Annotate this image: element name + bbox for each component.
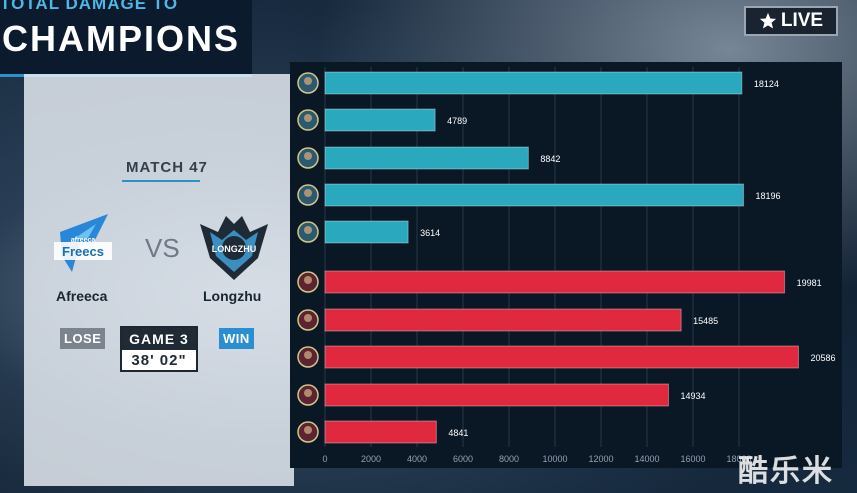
x-tick-label: 14000 <box>634 454 659 464</box>
chart-champion-icons <box>297 72 319 443</box>
title-banner: TOTAL DAMAGE TO CHAMPIONS <box>0 0 252 77</box>
champion-portrait-icon <box>297 346 319 368</box>
star-icon <box>759 12 776 29</box>
bar <box>324 308 682 332</box>
damage-bar-chart: 18124 4789 8842 18196 3614 19981 15485 20586 149… <box>290 62 842 468</box>
x-tick-label: 0 <box>322 454 327 464</box>
team-name-longzhu: Longzhu <box>203 288 262 304</box>
game-label: GAME 3 <box>122 328 196 350</box>
bar <box>324 420 437 444</box>
x-tick-label: 18000 <box>726 454 751 464</box>
chart-grid <box>324 67 740 447</box>
result-badge-lose: LOSE <box>60 328 106 349</box>
champion-portrait-icon <box>297 72 319 94</box>
afreeca-logo-top: afreeca <box>71 237 96 244</box>
x-tick-label: 8000 <box>499 454 519 464</box>
x-tick-label: 4000 <box>407 454 427 464</box>
champion-portrait-icon <box>297 221 319 243</box>
match-info-panel <box>24 74 294 486</box>
champion-portrait-icon <box>297 184 319 206</box>
chart-value-labels: 18124 4789 8842 18196 3614 19981 15485 20586 149… <box>420 79 835 438</box>
champion-portrait-icon <box>297 109 319 131</box>
game-info-box: GAME 3 38' 02" <box>120 326 198 372</box>
x-tick-label: 12000 <box>588 454 613 464</box>
longzhu-logo-text: LONGZHU <box>212 244 257 254</box>
bar-value-label: 8842 <box>540 154 560 164</box>
x-tick-label: 10000 <box>542 454 567 464</box>
champion-portrait-icon <box>297 421 319 443</box>
title-subtitle: TOTAL DAMAGE TO <box>0 0 179 13</box>
bar-value-label: 4789 <box>447 116 467 126</box>
champion-portrait-icon <box>297 384 319 406</box>
bar <box>324 108 436 132</box>
x-tick-label: 6000 <box>453 454 473 464</box>
bar <box>324 220 409 244</box>
x-tick-label: 2000 <box>361 454 381 464</box>
live-label: LIVE <box>780 10 824 31</box>
bar-value-label: 19981 <box>797 278 822 288</box>
team-name-afreeca: Afreeca <box>56 288 108 304</box>
bar <box>324 383 669 407</box>
chart-x-ticks: 0 2000 4000 6000 8000 10000 12000 14000 16000 180… <box>322 454 751 464</box>
champion-portrait-icon <box>297 147 319 169</box>
match-underline <box>122 180 200 182</box>
champion-portrait-icon <box>297 271 319 293</box>
afreeca-logo-text: Freecs <box>62 244 104 259</box>
live-badge: LIVE <box>744 6 838 36</box>
bar-value-label: 14934 <box>680 391 705 401</box>
bar-value-label: 3614 <box>420 228 440 238</box>
game-duration: 38' 02" <box>131 351 187 369</box>
longzhu-dragon-logo-icon: LONGZHU <box>200 216 268 280</box>
bar <box>324 270 786 294</box>
bar <box>324 183 745 207</box>
bar-value-label: 15485 <box>693 316 718 326</box>
bar-value-label: 18196 <box>756 191 781 201</box>
watermark-text: 酷乐米 <box>738 455 834 488</box>
bar <box>324 146 529 170</box>
bar <box>324 71 743 95</box>
x-tick-label: 16000 <box>680 454 705 464</box>
bar-value-label: 4841 <box>448 428 468 438</box>
chart-bars <box>324 71 799 444</box>
match-number: MATCH 47 <box>126 159 208 176</box>
title-heading: CHAMPIONS <box>2 18 241 59</box>
result-badge-win: WIN <box>219 328 254 349</box>
vs-label: VS <box>145 233 180 263</box>
bar-value-label: 18124 <box>754 79 779 89</box>
champion-portrait-icon <box>297 309 319 331</box>
afreeca-freecs-logo-icon: Freecs afreeca <box>54 214 112 272</box>
bar <box>324 345 799 369</box>
bar-value-label: 20586 <box>810 353 835 363</box>
